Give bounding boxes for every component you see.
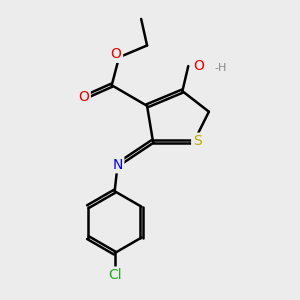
- Text: Cl: Cl: [108, 268, 122, 282]
- Text: S: S: [193, 134, 202, 148]
- Text: O: O: [78, 90, 89, 104]
- Text: N: N: [112, 158, 123, 172]
- Text: O: O: [111, 47, 122, 61]
- Text: -H: -H: [215, 63, 227, 73]
- Text: O: O: [193, 59, 204, 73]
